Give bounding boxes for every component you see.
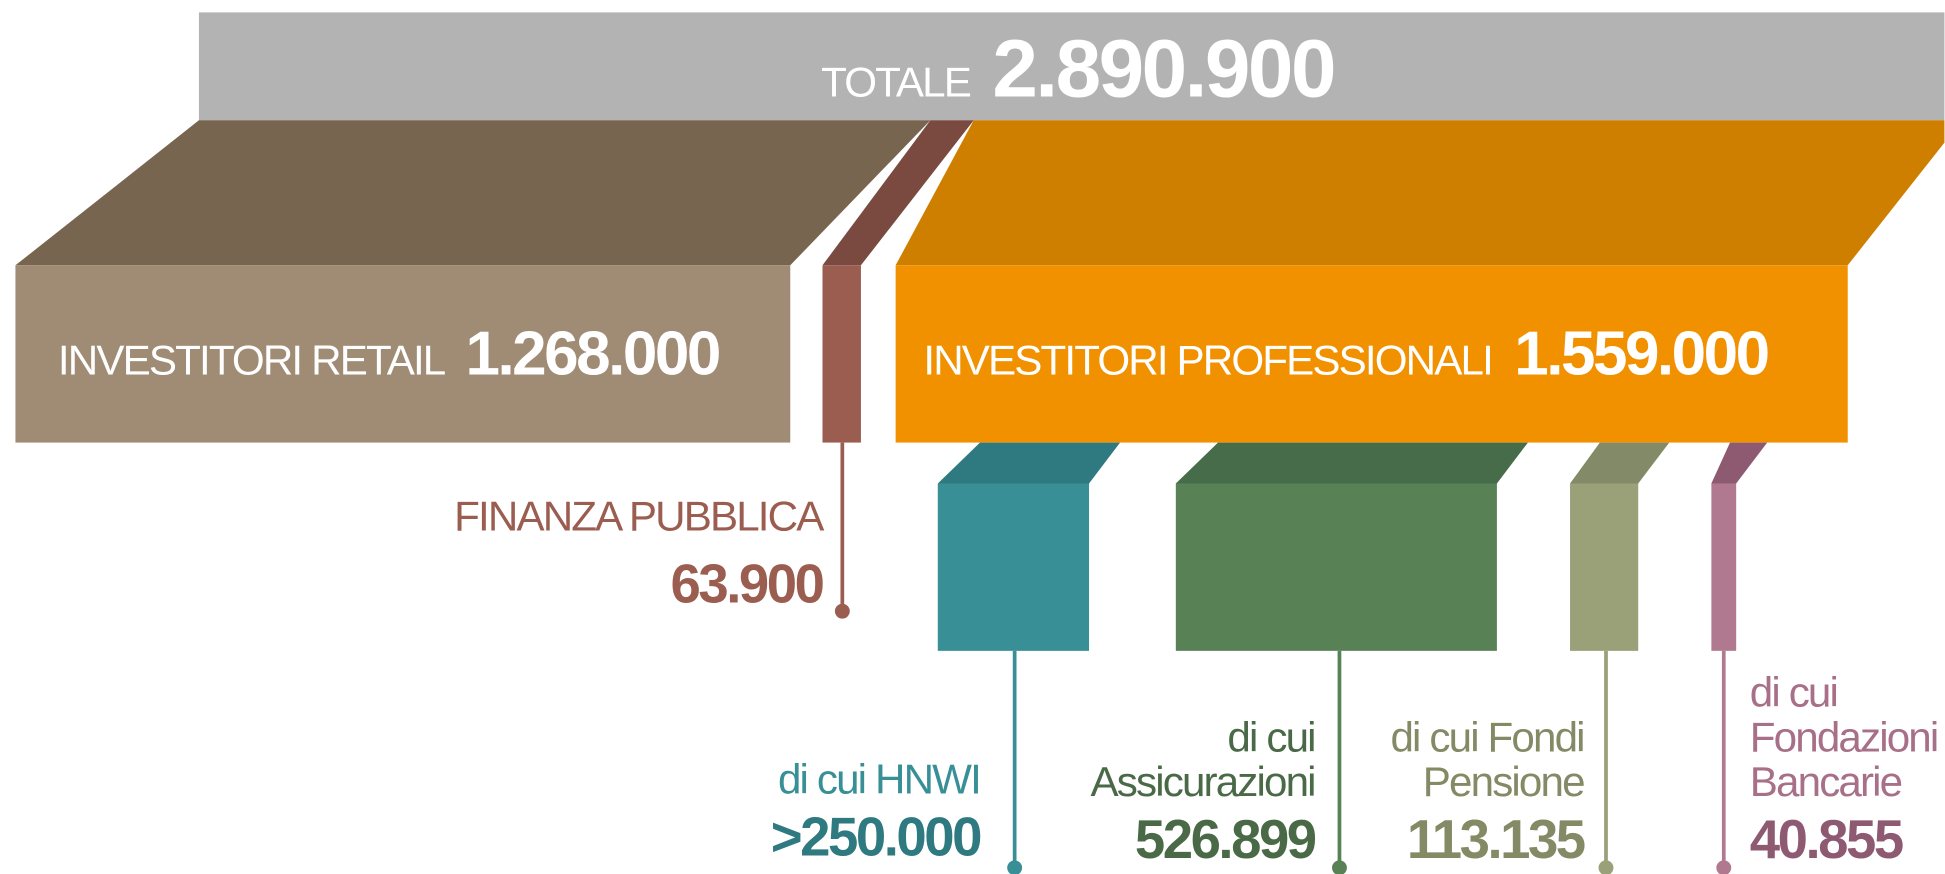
- public-box: [822, 265, 861, 443]
- found-value: 40.855: [1750, 809, 1903, 870]
- found-top: [1711, 442, 1768, 484]
- hnwi-label: di cui HNWI: [778, 755, 980, 802]
- pension-label: di cui Fondi: [1390, 713, 1583, 760]
- public-label: FINANZA PUBBLICA: [454, 493, 825, 540]
- found-label: Fondazioni: [1750, 713, 1938, 760]
- pro-value: 1.559.000: [1514, 319, 1767, 388]
- found-box: [1711, 483, 1737, 651]
- pension-label: Pensione: [1423, 758, 1584, 805]
- retail-box: [15, 265, 791, 443]
- found-label: di cui: [1750, 669, 1837, 716]
- pro-top: [895, 120, 1945, 266]
- connector-dot: [1332, 860, 1347, 874]
- public-top: [822, 120, 974, 266]
- ins-box: [1175, 483, 1497, 651]
- hnwi-value: >250.000: [771, 806, 981, 867]
- pension-box: [1570, 483, 1639, 651]
- total-label: TOTALE: [821, 59, 971, 106]
- connector-dot: [1007, 860, 1023, 874]
- ins-label: di cui: [1227, 713, 1314, 760]
- public-value: 63.900: [671, 554, 824, 615]
- connector-dot: [1716, 860, 1732, 874]
- hnwi-box: [937, 483, 1090, 651]
- pension-value: 113.135: [1407, 809, 1585, 870]
- found-label: Bancarie: [1750, 758, 1902, 805]
- connector-dot: [834, 603, 850, 619]
- total-bar: [198, 12, 1945, 121]
- ins-top: [1175, 442, 1528, 484]
- pro-box: [895, 265, 1848, 443]
- pro-label: INVESTITORI PROFESSIONALI: [923, 336, 1492, 383]
- hnwi-top: [937, 442, 1121, 484]
- retail-value: 1.268.000: [465, 319, 718, 388]
- total-value: 2.890.900: [992, 24, 1334, 115]
- pension-top: [1570, 442, 1670, 484]
- connector-dot: [1598, 860, 1614, 874]
- ins-value: 526.899: [1135, 809, 1316, 870]
- retail-top: [15, 120, 931, 266]
- retail-label: INVESTITORI RETAIL: [58, 336, 446, 383]
- ins-label: Assicurazioni: [1091, 758, 1315, 805]
